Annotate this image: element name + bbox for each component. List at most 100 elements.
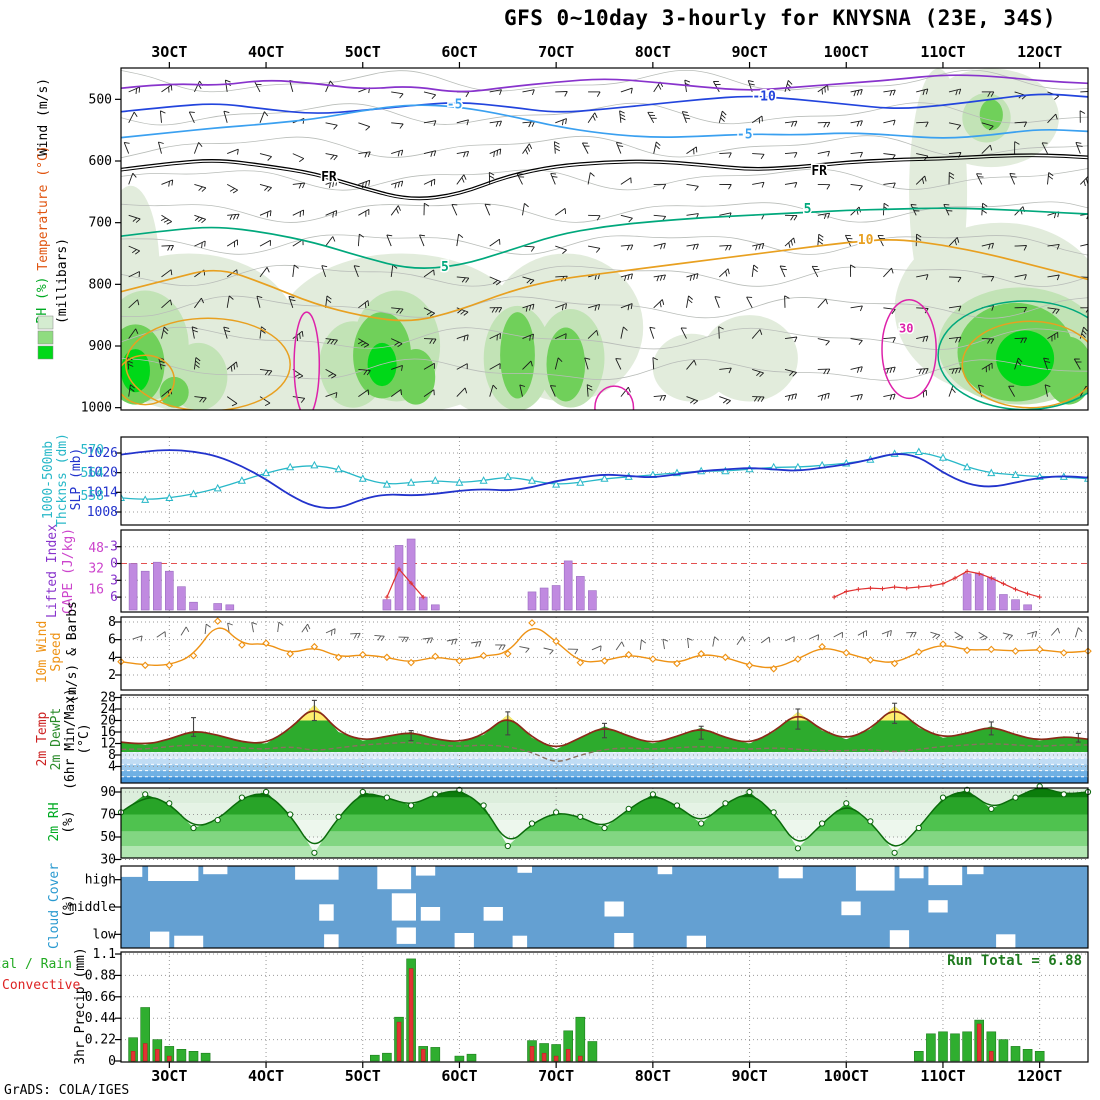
- svg-text:8OCT: 8OCT: [635, 43, 671, 61]
- svg-text:10: 10: [858, 233, 874, 248]
- svg-text:Speed: Speed: [49, 632, 64, 671]
- svg-text:(%): (%): [61, 894, 76, 917]
- svg-text:6: 6: [110, 590, 118, 605]
- svg-text:20: 20: [100, 714, 116, 729]
- svg-text:2m Temp: 2m Temp: [35, 711, 50, 766]
- svg-text:9OCT: 9OCT: [731, 43, 767, 61]
- svg-text:48: 48: [88, 541, 104, 556]
- svg-text:6OCT: 6OCT: [441, 1067, 477, 1085]
- svg-text:500: 500: [89, 92, 112, 107]
- svg-text:1020: 1020: [87, 466, 118, 481]
- svg-text:564: 564: [81, 466, 105, 481]
- svg-text:11OCT: 11OCT: [920, 1067, 965, 1085]
- svg-text:(°C): (°C): [77, 723, 92, 754]
- svg-text:16: 16: [100, 725, 116, 740]
- svg-text:1.1: 1.1: [93, 947, 116, 962]
- svg-text:12: 12: [100, 737, 116, 752]
- svg-text:FR: FR: [321, 170, 337, 185]
- svg-text:11OCT: 11OCT: [920, 43, 965, 61]
- svg-text:3hr Precip (mm): 3hr Precip (mm): [73, 947, 88, 1064]
- rh-legend-swatch: [37, 315, 54, 330]
- svg-text:32: 32: [88, 562, 104, 577]
- svg-text:Convective: Convective: [2, 978, 80, 993]
- svg-text:(6hr Min/Max): (6hr Min/Max): [63, 688, 78, 790]
- svg-text:8OCT: 8OCT: [635, 1067, 671, 1085]
- svg-text:50: 50: [100, 830, 116, 845]
- svg-text:(millibars): (millibars): [55, 238, 70, 324]
- svg-text:-10: -10: [752, 89, 776, 104]
- svg-text:Lifted Index: Lifted Index: [45, 524, 60, 618]
- svg-text:700: 700: [89, 216, 112, 231]
- svg-text:Thcknss (dm): Thcknss (dm): [55, 433, 70, 527]
- svg-text:12OCT: 12OCT: [1017, 1067, 1062, 1085]
- svg-text:28: 28: [100, 691, 116, 706]
- svg-text:4: 4: [108, 650, 116, 665]
- svg-text:0: 0: [108, 1054, 116, 1069]
- svg-text:800: 800: [89, 277, 112, 292]
- svg-text:600: 600: [89, 154, 112, 169]
- svg-text:0.88: 0.88: [85, 968, 116, 983]
- panel-cape-lifted-index: 48 32 16 -3 03 6: [88, 529, 1089, 613]
- svg-text:RH (%): RH (%): [35, 277, 50, 324]
- svg-text:middle: middle: [69, 900, 116, 915]
- svg-text:9OCT: 9OCT: [731, 1067, 767, 1085]
- svg-text:Wind (m/s): Wind (m/s): [36, 78, 51, 156]
- svg-text:Cloud Cover: Cloud Cover: [47, 863, 62, 949]
- svg-text:70: 70: [100, 808, 116, 823]
- svg-text:4OCT: 4OCT: [248, 43, 284, 61]
- svg-text:1014: 1014: [87, 485, 118, 500]
- svg-text:high: high: [85, 873, 116, 888]
- svg-text:570: 570: [81, 443, 104, 458]
- svg-text:16: 16: [88, 582, 104, 597]
- grads-credit: GrADS: COLA/IGES: [4, 1083, 130, 1098]
- svg-text:3OCT: 3OCT: [151, 1067, 187, 1085]
- svg-text:2m DewPt: 2m DewPt: [49, 708, 64, 771]
- svg-text:6: 6: [108, 633, 116, 648]
- svg-text:SLP (mb): SLP (mb): [69, 448, 84, 511]
- svg-text:8: 8: [108, 748, 116, 763]
- svg-text:5OCT: 5OCT: [345, 1067, 381, 1085]
- svg-text:900: 900: [89, 339, 112, 354]
- panel-wind10m: 8 6 4 2: [108, 615, 1092, 691]
- panel-precip: 1.1 0.88 0.66 0.44 0.22 0 Run Total = 6.88 3OCT…: [85, 947, 1089, 1085]
- svg-text:10m Wind: 10m Wind: [35, 621, 50, 684]
- svg-text:30: 30: [899, 322, 913, 336]
- rh-legend-swatch: [37, 330, 54, 345]
- svg-text:0.22: 0.22: [85, 1033, 116, 1048]
- svg-text:2m RH: 2m RH: [47, 802, 62, 841]
- svg-text:5: 5: [441, 260, 449, 275]
- rh-legend-swatch: [37, 345, 54, 360]
- svg-text:low: low: [93, 927, 117, 942]
- svg-text:1000-500mb: 1000-500mb: [41, 441, 56, 519]
- svg-text:-5: -5: [737, 127, 753, 142]
- svg-text:12OCT: 12OCT: [1017, 43, 1062, 61]
- svg-text:90: 90: [100, 785, 116, 800]
- svg-text:-3: -3: [102, 540, 118, 555]
- svg-text:3OCT: 3OCT: [151, 43, 187, 61]
- svg-text:10OCT: 10OCT: [824, 43, 869, 61]
- svg-text:4OCT: 4OCT: [248, 1067, 284, 1085]
- svg-text:7OCT: 7OCT: [538, 43, 574, 61]
- svg-text:1000: 1000: [81, 401, 112, 416]
- panel-slp-thickness: 1026 1020 1014 1008 570 564 558: [81, 436, 1089, 526]
- axis-labels-left: Wind (m/s)Temperature (°C) (millibars) RH …: [0, 78, 92, 1065]
- svg-text:6OCT: 6OCT: [441, 43, 477, 61]
- svg-text:0.44: 0.44: [85, 1011, 116, 1026]
- svg-text:-5: -5: [447, 97, 463, 112]
- svg-text:CAPE (J/kg): CAPE (J/kg): [61, 528, 76, 614]
- svg-text:Run Total = 6.88: Run Total = 6.88: [947, 953, 1082, 969]
- svg-text:30: 30: [100, 853, 116, 868]
- svg-text:10OCT: 10OCT: [824, 1067, 869, 1085]
- svg-text:4: 4: [108, 760, 116, 775]
- svg-text:1026: 1026: [87, 446, 118, 461]
- svg-text:(m/s) & Barbs: (m/s) & Barbs: [65, 601, 80, 703]
- svg-text:3: 3: [110, 573, 118, 588]
- svg-text:(%): (%): [61, 810, 76, 833]
- svg-text:1008: 1008: [87, 505, 118, 520]
- svg-text:8: 8: [108, 615, 116, 630]
- svg-text:7OCT: 7OCT: [538, 1067, 574, 1085]
- panel-rh2m: 90 70 50 30: [100, 783, 1092, 868]
- svg-text:0: 0: [110, 557, 118, 572]
